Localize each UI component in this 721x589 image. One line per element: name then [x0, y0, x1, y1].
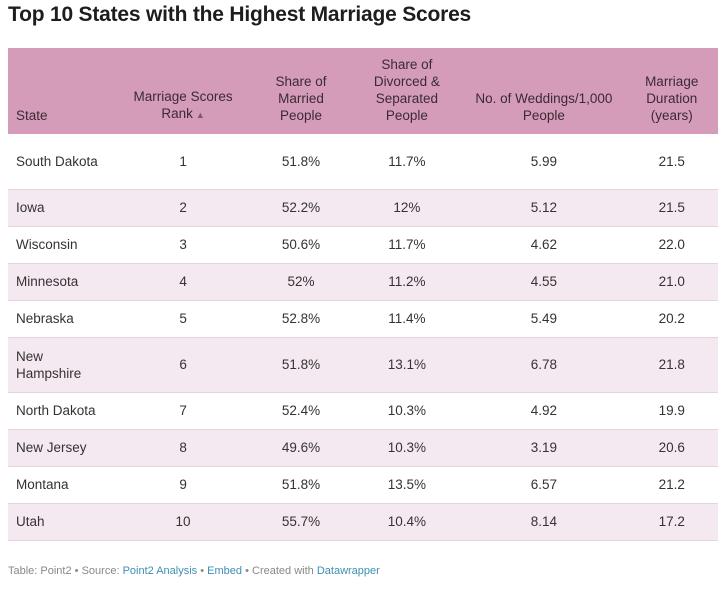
cell-state: Minnesota — [16, 274, 79, 289]
cell-duration: 20.6 — [658, 440, 685, 455]
cell-state: New Jersey — [16, 440, 87, 455]
cell-divorced: 10.4% — [387, 514, 426, 529]
cell-divorced: 11.4% — [388, 311, 426, 326]
table-row: South Dakota 1 51.8% 11.7% 5.99 21.5 — [8, 134, 718, 189]
cell-duration: 22.0 — [658, 237, 685, 252]
cell-divorced: 11.7% — [388, 153, 426, 169]
cell-married: 52.8% — [281, 311, 321, 326]
cell-rank: 7 — [179, 403, 187, 418]
cell-weddings: 3.19 — [530, 440, 558, 455]
cell-duration: 19.9 — [658, 403, 685, 418]
table-row: Nebraska 5 52.8% 11.4% 5.49 20.2 — [8, 300, 718, 337]
cell-married: 51.8% — [281, 357, 321, 372]
cell-rank: 8 — [179, 440, 187, 455]
cell-divorced: 12% — [393, 200, 421, 215]
cell-duration: 21.5 — [658, 200, 685, 215]
table-row: New Hampshire 6 51.8% 13.1% 6.78 21.8 — [8, 337, 718, 392]
cell-married: 52.2% — [281, 200, 321, 215]
cell-state: Iowa — [16, 200, 45, 215]
footer-separator: • — [245, 565, 249, 577]
cell-weddings: 4.92 — [530, 403, 558, 418]
cell-rank: 10 — [175, 514, 191, 529]
table-row: Iowa 2 52.2% 12% 5.12 21.5 — [8, 189, 718, 226]
header-married-label: Share of Married People — [275, 74, 327, 123]
header-duration-label: Marriage Duration (years) — [645, 74, 699, 123]
cell-rank: 1 — [179, 153, 187, 169]
cell-weddings: 4.55 — [530, 274, 558, 289]
cell-married: 52% — [287, 274, 315, 289]
cell-state: Nebraska — [16, 311, 74, 326]
header-duration[interactable]: Marriage Duration (years) — [625, 48, 718, 134]
footer-table-label: Table: Point2 — [8, 565, 72, 577]
cell-divorced: 13.5% — [387, 477, 426, 492]
footer-separator: • — [200, 565, 205, 577]
cell-weddings: 6.78 — [530, 357, 558, 372]
cell-rank: 5 — [179, 311, 187, 326]
cell-divorced: 11.7% — [388, 237, 426, 252]
cell-married: 51.8% — [281, 153, 321, 169]
header-row: State Marriage Scores Rank ▲ Share of Mar… — [8, 48, 718, 134]
cell-state: Montana — [16, 477, 69, 492]
datawrapper-link[interactable]: Datawrapper — [316, 565, 380, 577]
cell-state: North Dakota — [16, 403, 96, 418]
footer-separator: • — [74, 565, 79, 577]
cell-married: 50.6% — [281, 237, 321, 252]
table-row: New Jersey 8 49.6% 10.3% 3.19 20.6 — [8, 429, 718, 466]
cell-duration: 20.2 — [658, 311, 685, 326]
cell-married: 55.7% — [281, 514, 321, 529]
table-body: South Dakota 1 51.8% 11.7% 5.99 21.5 Iow… — [8, 134, 718, 540]
footer-created-label: Created with — [252, 565, 314, 577]
table-row: Utah 10 55.7% 10.4% 8.14 17.2 — [8, 503, 718, 540]
embed-link[interactable]: Embed — [207, 565, 243, 577]
table-title: Top 10 States with the Highest Marriage … — [8, 3, 472, 26]
cell-weddings: 5.12 — [530, 200, 558, 215]
cell-duration: 21.2 — [658, 477, 685, 492]
cell-rank: 6 — [179, 357, 187, 372]
cell-duration: 17.2 — [658, 514, 685, 529]
cell-married: 49.6% — [281, 440, 321, 455]
cell-married: 52.4% — [281, 403, 321, 418]
header-weddings[interactable]: No. of Weddings/1,000 People — [462, 48, 625, 134]
header-rank-label: Marriage Scores Rank — [133, 89, 233, 121]
source-link[interactable]: Point2 Analysis — [122, 565, 198, 577]
sort-ascending-icon[interactable]: ▲ — [195, 110, 205, 120]
cell-rank: 3 — [179, 237, 187, 252]
table-row: Minnesota 4 52% 11.2% 4.55 21.0 — [8, 263, 718, 300]
cell-married: 51.8% — [281, 477, 321, 492]
cell-weddings: 8.14 — [530, 514, 558, 529]
cell-divorced: 10.3% — [387, 440, 426, 455]
cell-state: Utah — [16, 514, 45, 529]
cell-divorced: 11.2% — [388, 274, 426, 289]
header-married[interactable]: Share of Married People — [251, 48, 352, 134]
cell-duration: 21.8 — [658, 357, 685, 372]
cell-divorced: 13.1% — [387, 357, 426, 372]
cell-duration: 21.0 — [658, 274, 685, 289]
cell-rank: 4 — [179, 274, 187, 289]
cell-weddings: 4.62 — [530, 237, 558, 252]
cell-weddings: 5.49 — [530, 311, 558, 326]
cell-state: Wisconsin — [16, 237, 78, 252]
header-divorced-label: Share of Divorced & Separated People — [373, 57, 440, 123]
table-row: North Dakota 7 52.4% 10.3% 4.92 19.9 — [8, 392, 718, 429]
cell-divorced: 10.3% — [387, 403, 426, 418]
cell-weddings: 5.99 — [530, 153, 558, 169]
cell-rank: 2 — [179, 200, 187, 215]
header-weddings-label: No. of Weddings/1,000 People — [475, 91, 613, 123]
cell-duration: 21.5 — [658, 153, 685, 169]
cell-state: South Dakota — [16, 153, 98, 169]
header-rank[interactable]: Marriage Scores Rank ▲ — [115, 48, 250, 134]
table-row: Montana 9 51.8% 13.5% 6.57 21.2 — [8, 466, 718, 503]
header-state[interactable]: State — [8, 48, 115, 134]
cell-rank: 9 — [179, 477, 187, 492]
footer-source-label: Source: — [81, 565, 120, 577]
cell-state: New Hampshire — [16, 348, 82, 381]
header-state-label: State — [16, 108, 48, 123]
marriage-scores-table: State Marriage Scores Rank ▲ Share of Mar… — [8, 48, 718, 541]
table-row: Wisconsin 3 50.6% 11.7% 4.62 22.0 — [8, 226, 718, 263]
header-divorced[interactable]: Share of Divorced & Separated People — [351, 48, 462, 134]
cell-weddings: 6.57 — [530, 477, 558, 492]
table-footer: Table: Point2 • Source: Point2 Analysis … — [8, 565, 380, 577]
